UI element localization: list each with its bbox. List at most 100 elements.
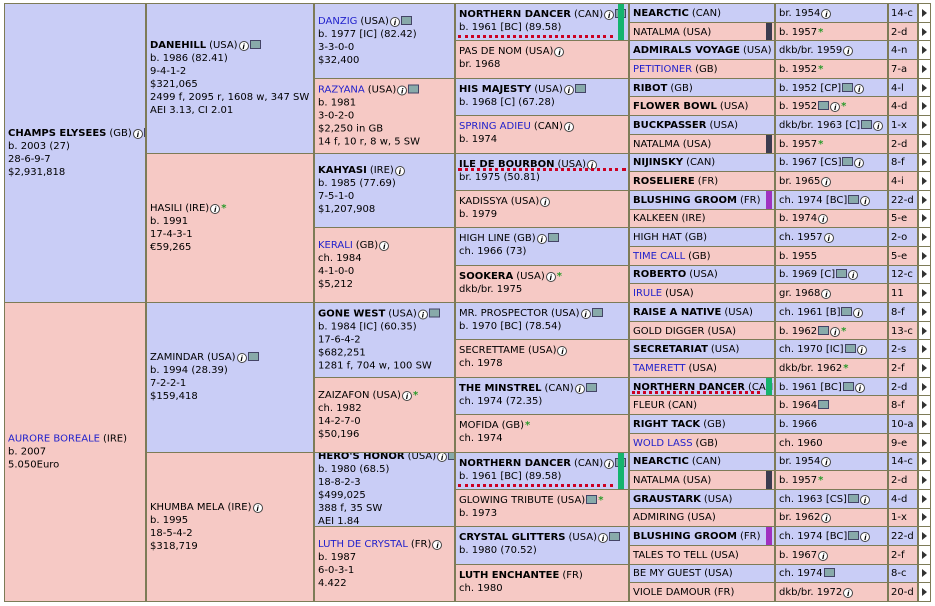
info-icon[interactable]: i — [853, 307, 864, 318]
gen4-horse-cell[interactable]: NORTHERN DANCER (CAN) i b. 1961 [BC] (89.58… — [455, 451, 629, 490]
expand-arrow-icon[interactable] — [918, 40, 931, 61]
photo-icon[interactable] — [823, 568, 835, 578]
expand-arrow-icon[interactable] — [918, 582, 931, 602]
expand-arrow-icon[interactable] — [918, 544, 931, 565]
info-icon[interactable]: i — [854, 158, 865, 169]
horse-name[interactable]: DANZIG — [318, 15, 358, 27]
expand-arrow-icon[interactable] — [918, 526, 931, 546]
info-icon[interactable]: i — [580, 309, 591, 319]
info-icon[interactable]: i — [821, 513, 832, 524]
expand-arrow-icon[interactable] — [918, 358, 931, 378]
expand-arrow-icon[interactable] — [918, 302, 931, 322]
gen4-horse-cell[interactable]: SECRETTAME (USA) i ch. 1978 — [455, 339, 629, 378]
gen5-horse-cell[interactable]: VIOLE DAMOUR (FR) — [629, 582, 775, 602]
gen4-horse-cell[interactable]: KADISSYA (USA) i b. 1979 — [455, 189, 629, 229]
photo-icon[interactable] — [818, 325, 830, 335]
gen1-horse-cell[interactable]: CHAMPS ELYSEES (GB) i b. 2003 (27) 28-6-9-7 $… — [4, 3, 146, 303]
info-icon[interactable]: i — [818, 550, 829, 561]
gen5-horse-cell[interactable]: HIGH HAT (GB) — [629, 227, 775, 247]
gen5-horse-cell[interactable]: BUCKPASSER (USA) — [629, 115, 775, 135]
horse-name[interactable]: LUTH DE CRYSTAL — [318, 539, 408, 551]
horse-name[interactable]: WOLD LASS — [633, 437, 693, 449]
photo-icon[interactable] — [836, 269, 848, 279]
info-icon[interactable]: i — [821, 8, 832, 19]
horse-name[interactable]: RAZYANA — [318, 84, 365, 96]
info-icon[interactable]: i — [574, 383, 585, 394]
gen3-horse-cell[interactable]: KAHYASI (IRE) i b. 1985 (77.69) 7-5-1-0 $1,20… — [314, 152, 455, 229]
gen4-horse-cell[interactable]: HIS MAJESTY (USA) i b. 1968 [C] (67.28) — [455, 77, 629, 117]
gen4-horse-cell[interactable]: LUTH ENCHANTEE (FR) ch. 1980 — [455, 563, 629, 602]
gen5-horse-cell[interactable]: FLEUR (CAN) — [629, 395, 775, 416]
expand-arrow-icon[interactable] — [918, 189, 931, 210]
info-icon[interactable]: i — [821, 289, 832, 300]
gen4-horse-cell[interactable]: MR. PROSPECTOR (USA) i b. 1970 [BC] (78.54) — [455, 302, 629, 341]
gen5-horse-cell[interactable]: NATALMA (USA) — [629, 470, 775, 490]
info-icon[interactable]: i — [557, 346, 568, 357]
gen3-horse-cell[interactable]: ZAIZAFON (USA) i * ch. 1982 14-2-7-0 $50,196 — [314, 376, 455, 453]
info-icon[interactable]: i — [554, 47, 565, 58]
expand-arrow-icon[interactable] — [918, 395, 931, 416]
expand-arrow-icon[interactable] — [918, 3, 931, 23]
expand-arrow-icon[interactable] — [918, 470, 931, 490]
info-icon[interactable]: i — [252, 502, 263, 513]
photo-icon[interactable] — [400, 15, 412, 25]
photo-icon[interactable] — [818, 400, 830, 410]
info-icon[interactable]: i — [563, 84, 574, 95]
info-icon[interactable]: i — [856, 345, 867, 356]
expand-arrow-icon[interactable] — [918, 507, 931, 528]
expand-arrow-icon[interactable] — [918, 59, 931, 79]
horse-name[interactable]: PETITIONER — [633, 63, 693, 75]
gen5-horse-cell[interactable]: RIGHT TACK (GB) — [629, 414, 775, 434]
info-icon[interactable]: i — [238, 41, 249, 52]
gen5-horse-cell[interactable]: NEARCTIC (CAN) — [629, 3, 775, 23]
expand-arrow-icon[interactable] — [918, 245, 931, 266]
gen3-horse-cell[interactable]: DANZIG (USA) i b. 1977 [IC] (82.42) 3-3-0-0 $… — [314, 3, 455, 79]
info-icon[interactable]: i — [860, 532, 871, 543]
expand-arrow-icon[interactable] — [918, 451, 931, 472]
photo-icon[interactable] — [585, 382, 597, 392]
gen5-horse-cell[interactable]: GOLD DIGGER (USA) — [629, 320, 775, 341]
gen5-horse-cell[interactable]: PETITIONER (GB) — [629, 59, 775, 79]
photo-icon[interactable] — [847, 493, 859, 503]
horse-name[interactable]: SPRING ADIEU — [459, 121, 531, 133]
photo-icon[interactable] — [842, 82, 854, 92]
horse-name[interactable]: AURORE BOREALE — [8, 433, 100, 445]
gen2-horse-cell[interactable]: ZAMINDAR (USA) i b. 1994 (28.39) 7-2-2-1 $159… — [146, 302, 314, 453]
gen5-horse-cell[interactable]: BE MY GUEST (USA) — [629, 563, 775, 584]
photo-icon[interactable] — [861, 119, 873, 129]
info-icon[interactable]: i — [854, 83, 865, 94]
photo-icon[interactable] — [842, 157, 854, 167]
gen5-horse-cell[interactable]: TALES TO TELL (USA) — [629, 544, 775, 565]
photo-icon[interactable] — [842, 381, 854, 391]
info-icon[interactable]: i — [236, 353, 247, 364]
horse-name[interactable]: TIME CALL — [633, 250, 686, 262]
gen4-horse-cell[interactable]: PAS DE NOM (USA) i br. 1968 — [455, 40, 629, 79]
expand-arrow-icon[interactable] — [918, 432, 931, 453]
photo-icon[interactable] — [818, 101, 830, 111]
expand-arrow-icon[interactable] — [918, 115, 931, 135]
info-icon[interactable]: i — [597, 533, 608, 544]
photo-icon[interactable] — [848, 194, 860, 204]
gen5-horse-cell[interactable]: BLUSHING GROOM (FR) — [629, 189, 775, 210]
gen4-horse-cell[interactable]: MOFIDA (GB)* ch. 1974 — [455, 414, 629, 453]
photo-icon[interactable] — [841, 306, 853, 316]
info-icon[interactable]: i — [210, 203, 221, 214]
gen5-horse-cell[interactable]: NIJINSKY (CAN) — [629, 152, 775, 173]
gen4-horse-cell[interactable]: HIGH LINE (GB) i ch. 1966 (73) — [455, 227, 629, 266]
gen5-horse-cell[interactable]: ROSELIERE (FR) — [629, 171, 775, 191]
expand-arrow-icon[interactable] — [918, 171, 931, 191]
gen5-horse-cell[interactable]: SECRETARIAT (USA) — [629, 339, 775, 360]
photo-icon[interactable] — [591, 308, 603, 317]
info-icon[interactable]: i — [545, 271, 556, 282]
gen3-horse-cell[interactable]: RAZYANA (USA) i b. 1981 3-0-2-0 $2,250 in GB 1… — [314, 77, 455, 154]
photo-icon[interactable] — [848, 531, 860, 541]
gen3-horse-cell[interactable]: GONE WEST (USA) i b. 1984 [IC] (60.35) 17-6-… — [314, 302, 455, 378]
expand-arrow-icon[interactable] — [918, 563, 931, 584]
gen4-horse-cell[interactable]: CRYSTAL GLITTERS (USA) i b. 1980 (70.52) — [455, 526, 629, 565]
expand-arrow-icon[interactable] — [918, 96, 931, 117]
gen5-horse-cell[interactable]: IRULE (USA) — [629, 283, 775, 303]
gen4-horse-cell[interactable]: THE MINSTREL (CAN) i ch. 1974 (72.35) — [455, 376, 629, 416]
info-icon[interactable]: i — [818, 214, 829, 225]
gen4-horse-cell[interactable]: SOOKERA (USA) i * dkb/br. 1975 — [455, 264, 629, 303]
horse-name[interactable]: TAMERETT — [633, 362, 686, 374]
